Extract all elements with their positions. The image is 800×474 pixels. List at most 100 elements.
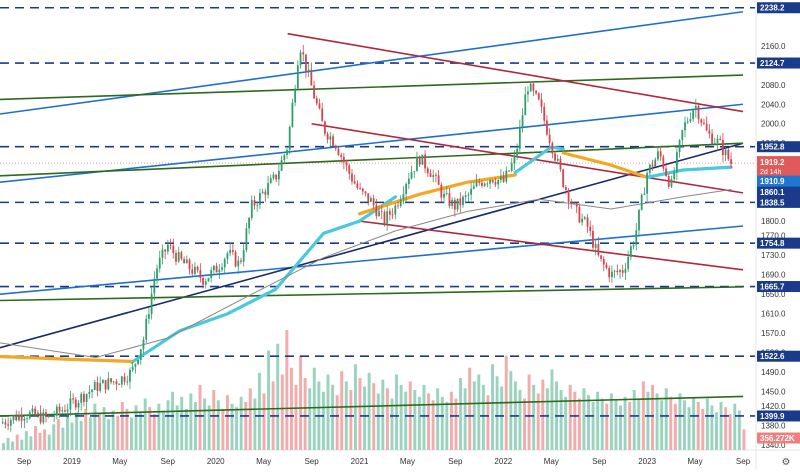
price-level-label: 1860.1 [760,188,785,197]
trendline [0,74,744,101]
candle-body [386,211,389,224]
candle-body [172,245,175,253]
volume-bar [84,408,88,450]
candle-body [110,378,112,383]
candle-body [516,148,519,156]
volume-bar [24,431,28,450]
volume-bar [166,400,170,450]
candle-body [7,424,10,426]
candle-body [131,366,134,370]
candle-body [697,105,700,120]
volume-bar [15,434,19,450]
volume-bar [719,402,723,450]
volume-bar [632,390,636,450]
x-tick-label: Sep [448,457,463,466]
volume-bar [646,391,650,450]
volume-bar [376,393,380,450]
volume-bar [212,390,216,450]
volume-bar [308,388,312,450]
volume-bar [463,388,467,450]
candle-body [619,270,621,273]
candle-body [556,158,559,161]
candle-body [204,281,207,285]
volume-bar [678,393,682,450]
candle-body [345,162,348,166]
candle-body [437,175,440,185]
candle-body [621,270,624,273]
moving-average-line [513,145,565,174]
volume-bar [43,429,47,450]
candle-body [50,415,53,417]
trendline [0,103,744,183]
y-tick-label: 2080.0 [761,81,786,90]
volume-bar [500,386,504,450]
volume-bar [436,388,440,450]
volume-bar [175,405,179,450]
candle-body [388,211,391,215]
candle-body [611,271,613,278]
volume-bar [468,367,472,450]
candle-body [705,123,708,131]
volume-bar [299,355,303,450]
candle-body [83,393,85,402]
current-price-bg [757,156,800,177]
candle-body [134,363,137,367]
candle-body [410,172,413,179]
x-tick-label: May [688,457,703,466]
current-price-label: 1919.2 [760,158,785,167]
candle-body [245,228,248,251]
volume-bar [454,398,458,450]
volume-bar [596,391,600,450]
candle-body [481,182,483,186]
volume-bar [568,384,572,450]
candle-body [267,183,269,195]
volume-bar [367,372,371,450]
volume-bar [664,388,668,450]
candle-body [662,156,665,169]
candle-body [632,244,635,247]
y-tick-label: 2000.0 [761,120,786,129]
candle-body [72,398,75,400]
candle-body [638,209,640,231]
candle-body [730,159,732,165]
candle-body [321,108,324,122]
volume-bar [102,407,106,450]
trendline [311,122,744,194]
x-tick-label: May [112,457,127,466]
candle-body [47,415,50,417]
candle-body [183,259,186,264]
candle-body [600,255,602,259]
candle-body [66,409,69,412]
volume-bar [198,384,202,450]
candle-body [616,270,619,273]
trendlines [0,10,744,417]
candle-body [532,83,535,91]
candle-body [313,85,315,99]
candle-body [93,382,96,390]
volume-bar [157,403,161,450]
candle-body [353,181,356,184]
candle-body [648,164,651,174]
trendline [0,10,744,115]
candle-body [513,155,516,164]
candle-body [145,318,148,340]
candle-body [399,199,402,206]
moving-average-line [561,151,649,179]
candle-body [18,414,20,421]
candle-body [448,193,451,207]
volume-bar [440,396,444,450]
candle-body [681,130,684,141]
volume-bar [207,405,211,450]
price-level-label-bg [757,57,800,69]
candle-body [540,99,543,107]
candle-body [651,164,654,167]
y-tick-label: 1380.0 [761,422,786,431]
candle-body [592,230,594,248]
volume-bar [609,393,613,450]
candle-body [527,91,529,95]
volume-bar [564,396,568,450]
candle-body [194,266,196,274]
candle-body [499,176,502,180]
